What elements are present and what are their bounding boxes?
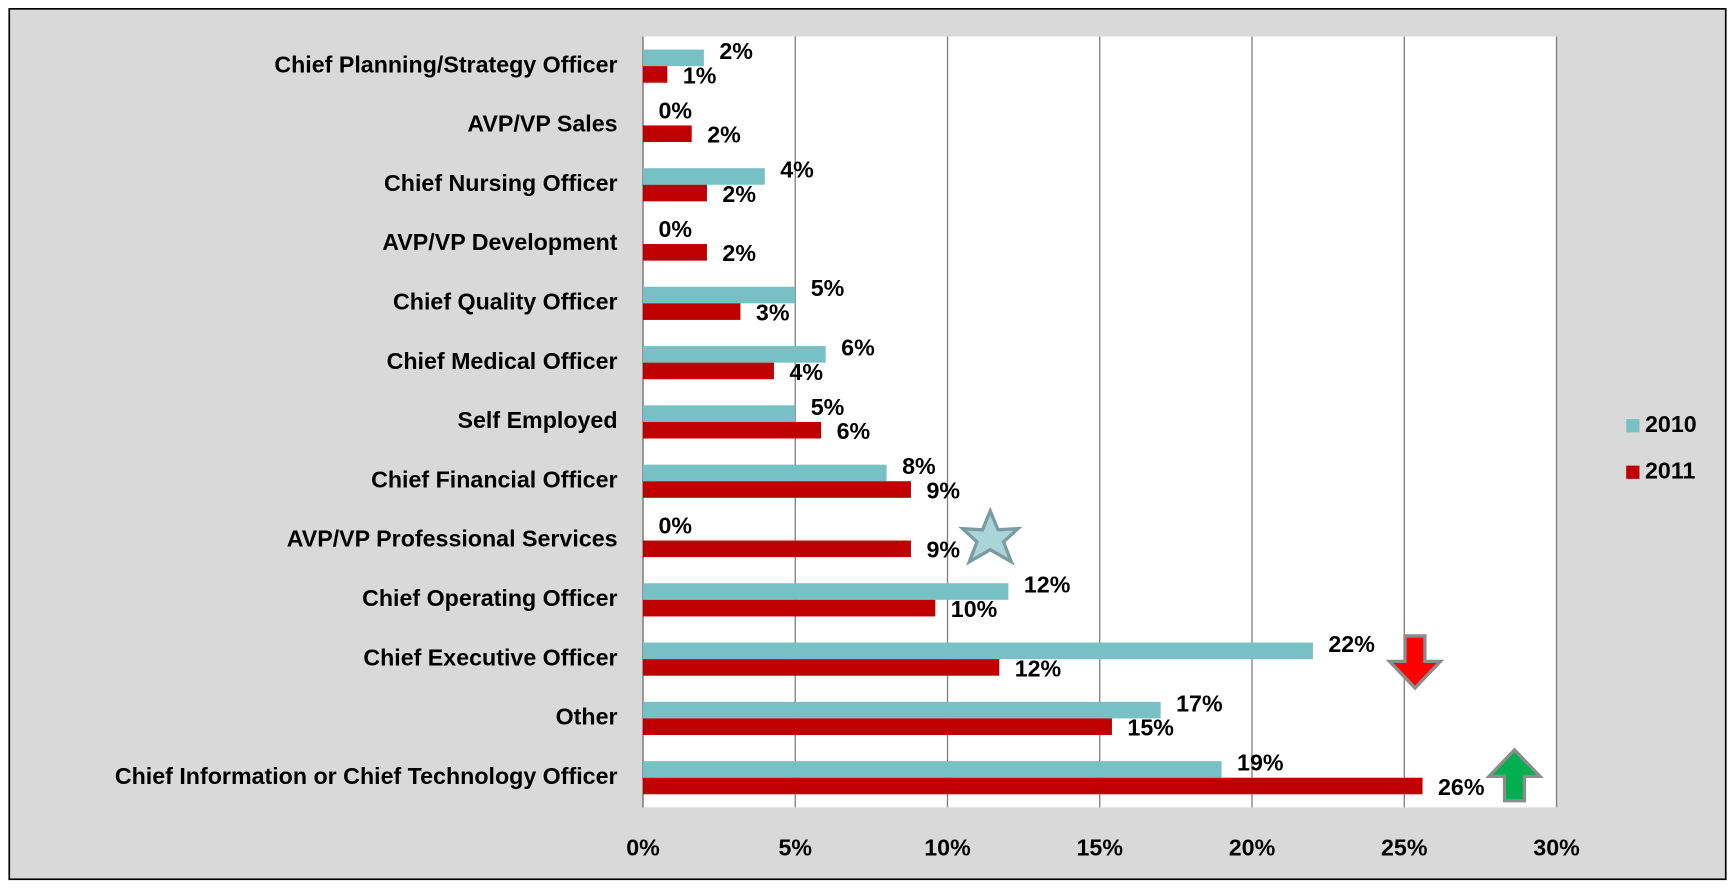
data-label: 12% xyxy=(1024,572,1071,598)
data-label: 6% xyxy=(841,335,875,361)
y-tick-label: AVP/VP Professional Services xyxy=(287,526,618,552)
bar xyxy=(642,362,774,380)
y-tick-label: Chief Executive Officer xyxy=(363,644,617,670)
data-label: 9% xyxy=(926,477,960,503)
x-tick-label: 10% xyxy=(924,835,971,861)
y-tick-label: AVP/VP Sales xyxy=(467,111,617,137)
legend-swatch xyxy=(1626,465,1640,479)
y-tick-label: Chief Medical Officer xyxy=(387,348,618,374)
y-tick-label: Chief Nursing Officer xyxy=(384,170,618,196)
legend-swatch xyxy=(1626,419,1640,433)
x-tick-label: 15% xyxy=(1077,835,1124,861)
bar xyxy=(642,346,826,363)
data-label: 12% xyxy=(1015,655,1062,681)
data-label: 17% xyxy=(1176,690,1223,716)
data-label: 8% xyxy=(902,453,936,479)
data-label: 10% xyxy=(951,596,998,622)
bar xyxy=(642,286,796,304)
bar xyxy=(642,405,796,422)
bar xyxy=(642,642,1313,660)
x-tick-label: 25% xyxy=(1381,835,1428,861)
bar xyxy=(642,599,936,617)
y-tick-label: Other xyxy=(556,704,618,730)
y-tick-label: Chief Information or Chief Technology Of… xyxy=(115,763,618,789)
bar xyxy=(642,583,1009,600)
y-tick-label: Chief Quality Officer xyxy=(393,288,618,314)
bar xyxy=(642,659,1000,676)
data-label: 19% xyxy=(1237,750,1284,776)
bar xyxy=(642,125,692,143)
bar xyxy=(642,244,707,261)
data-label: 2% xyxy=(707,122,741,148)
data-label: 2% xyxy=(722,240,756,266)
legend-label: 2011 xyxy=(1645,457,1695,483)
y-tick-label: Chief Financial Officer xyxy=(371,466,617,492)
bar xyxy=(642,303,741,320)
data-label: 22% xyxy=(1328,631,1375,657)
bar xyxy=(642,540,911,558)
data-label: 5% xyxy=(811,394,845,420)
bar xyxy=(642,184,707,202)
data-label: 0% xyxy=(658,512,692,538)
data-label: 4% xyxy=(780,157,814,183)
data-label: 9% xyxy=(926,537,960,563)
data-label: 4% xyxy=(789,359,823,385)
bar xyxy=(642,481,911,498)
bar xyxy=(642,49,704,67)
data-label: 3% xyxy=(756,300,790,326)
data-label: 26% xyxy=(1438,774,1485,800)
bar xyxy=(642,701,1161,719)
data-label: 5% xyxy=(811,275,845,301)
legend-label: 2010 xyxy=(1645,411,1697,437)
bar xyxy=(642,168,765,185)
x-tick-label: 30% xyxy=(1533,835,1580,861)
data-label: 0% xyxy=(658,216,692,242)
x-tick-label: 20% xyxy=(1229,835,1276,861)
data-label: 2% xyxy=(722,181,756,207)
y-tick-label: AVP/VP Development xyxy=(382,229,618,255)
x-tick-label: 5% xyxy=(778,835,812,861)
star-decoration xyxy=(958,506,1023,566)
data-label: 2% xyxy=(719,38,753,64)
x-tick-label: 0% xyxy=(626,835,660,861)
up-arrow-decoration xyxy=(1485,747,1544,803)
bar xyxy=(642,421,822,439)
bar xyxy=(642,66,668,83)
y-tick-label: Chief Planning/Strategy Officer xyxy=(274,51,617,77)
down-arrow-decoration xyxy=(1385,634,1445,691)
bar xyxy=(642,761,1222,778)
y-tick-label: Chief Operating Officer xyxy=(362,585,617,611)
data-label: 15% xyxy=(1127,715,1174,741)
bar xyxy=(642,718,1112,736)
bar xyxy=(642,777,1423,795)
data-label: 0% xyxy=(658,97,692,123)
bars xyxy=(642,49,1423,795)
data-label: 1% xyxy=(683,62,717,88)
bar xyxy=(642,464,887,482)
y-tick-label: Self Employed xyxy=(458,407,618,433)
data-label: 6% xyxy=(837,418,871,444)
